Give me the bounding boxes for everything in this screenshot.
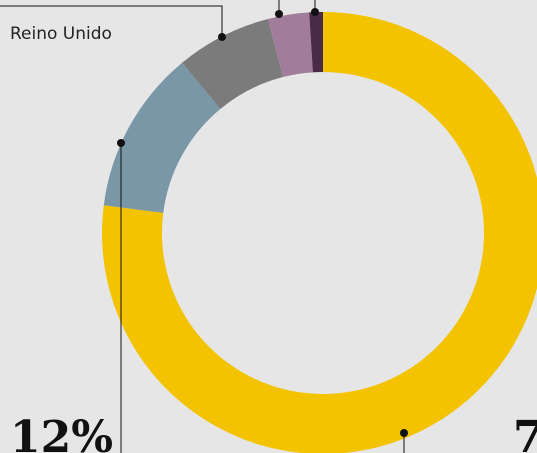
category-label: Reino Unido: [10, 24, 112, 44]
value-label: 12%: [10, 412, 113, 453]
donut-segment: [103, 62, 221, 213]
value-label: 77%: [513, 412, 537, 453]
leader-dot: [218, 33, 226, 41]
leader-line: [0, 5, 223, 37]
leader-dot: [400, 429, 408, 437]
donut-segment: [182, 18, 283, 109]
donut-segment: [268, 12, 313, 78]
donut-segment: [309, 12, 323, 73]
leader-dot: [275, 10, 283, 18]
leader-dot: [311, 8, 319, 16]
leader-dot: [117, 139, 125, 147]
